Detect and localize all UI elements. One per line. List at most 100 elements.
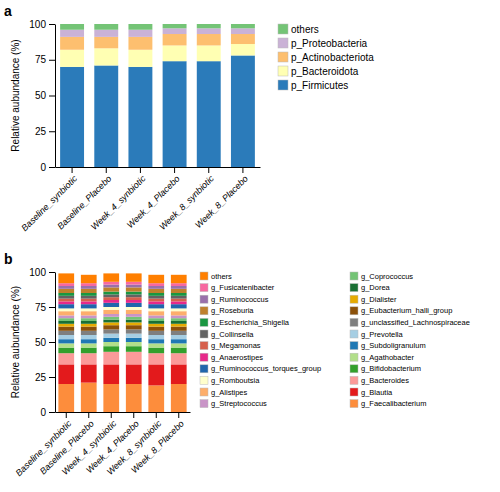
legend-label: g_Streptococcus (211, 399, 267, 408)
bar-segment (81, 353, 97, 364)
bar-segment (126, 317, 142, 320)
tick-label: 75 (35, 302, 47, 313)
tick-mark (49, 167, 55, 168)
x-axis: Baseline_synbioticBaseline_PlaceboWeek_4… (14, 412, 191, 478)
bar-segment (126, 300, 142, 303)
tick-mark (49, 24, 55, 25)
legend-item: others (200, 272, 232, 281)
bar-segment (94, 65, 118, 167)
legend-item: g_Bifidobacterium (350, 364, 421, 373)
legend-label: g_Dorea (361, 283, 391, 292)
bar-segment (126, 303, 142, 307)
bar-segment (58, 301, 74, 304)
bar-segment (81, 321, 97, 324)
legend: othersp_Proteobacteriap_Actinobacteriota… (278, 24, 374, 91)
tick-mark (49, 342, 55, 343)
bar-segment (58, 331, 74, 335)
legend-swatch (200, 330, 208, 338)
legend-item: g_Agathobacter (350, 353, 414, 362)
bar-segment (126, 329, 142, 333)
bar-segment (103, 317, 119, 320)
bar-segment (231, 28, 255, 34)
bar-segment (128, 50, 152, 67)
bar-series (58, 325, 186, 331)
bar-segment (103, 294, 119, 297)
bar-segment (81, 308, 97, 311)
legend-item: p_Proteobacteria (278, 38, 368, 49)
legend-label: g_Fusicatenibacter (211, 283, 275, 292)
bar-segment (231, 34, 255, 44)
bar-series (60, 55, 255, 167)
legend-item: g_Eubacterium_halli_group (350, 306, 452, 315)
legend-swatch (350, 388, 358, 396)
legend-swatch (350, 284, 358, 292)
legend-label: g_Alistipes (211, 388, 248, 397)
legend-swatch (350, 318, 358, 326)
bar-segment (171, 324, 187, 327)
bar-segment (103, 287, 119, 291)
legend-swatch (200, 272, 208, 280)
bar-segment (103, 307, 119, 310)
tick-label: Week_8_Placebo (129, 418, 186, 475)
bar-segment (58, 308, 74, 311)
legend-item: p_Firmicutes (278, 80, 348, 91)
bar-segment (171, 286, 187, 289)
tick-label: 0 (40, 162, 46, 173)
tick-label: 100 (29, 267, 46, 278)
bar-segment (103, 352, 119, 365)
bar-segment (58, 311, 74, 315)
bar-segment (58, 343, 74, 347)
bar-series (58, 317, 186, 321)
bar-segment (148, 283, 164, 286)
legend-label: g_Prevotella (361, 330, 404, 339)
legend-swatch (350, 376, 358, 384)
bar-series (58, 329, 186, 335)
bar-segment (58, 348, 74, 354)
bar-segment (58, 324, 74, 327)
legend-swatch (278, 66, 288, 76)
legend-swatch (350, 400, 358, 408)
bar-series (58, 273, 186, 283)
tick-mark (208, 167, 209, 173)
tick-mark (178, 412, 179, 418)
bar-segment (58, 335, 74, 339)
bar-segment (171, 353, 187, 364)
bar-series (58, 338, 186, 344)
axis-line (56, 412, 191, 413)
legend-swatch (200, 376, 208, 384)
bar-segment (163, 24, 187, 28)
bar-segment (171, 283, 187, 286)
bar-segment (148, 296, 164, 299)
bar-segment (126, 294, 142, 297)
legend-swatch (200, 342, 208, 350)
bar-series (58, 285, 186, 289)
bar-segment (81, 283, 97, 286)
bars (60, 24, 255, 167)
legend-item: g_Blautia (350, 388, 393, 397)
bar-segment (81, 296, 97, 299)
bar-segment (58, 304, 74, 308)
bar-segment (126, 384, 142, 412)
tick: 0 (40, 162, 55, 173)
bar-segment (197, 34, 221, 45)
tick-mark (111, 412, 112, 418)
legend-swatch (200, 388, 208, 396)
bar-segment (103, 310, 119, 314)
bar-segment (103, 273, 119, 281)
bar-segment (171, 384, 187, 412)
bar-segment (126, 325, 142, 329)
legend-label: g_Dialister (361, 295, 397, 304)
bar-segment (171, 289, 187, 293)
y-axis: 0255075100 (29, 19, 55, 173)
bar-segment (81, 318, 97, 321)
bar-series (58, 352, 186, 365)
bar-segment (103, 338, 119, 342)
x-axis: Baseline_synbioticBaseline_PlaceboWeek_4… (19, 167, 260, 233)
bar-segment (126, 273, 142, 281)
bar-segment (171, 335, 187, 339)
bar-segment (58, 315, 74, 318)
bar-segment (148, 353, 164, 364)
bar-segment (60, 30, 84, 37)
bar-segment (197, 45, 221, 61)
bar-segment (148, 301, 164, 304)
